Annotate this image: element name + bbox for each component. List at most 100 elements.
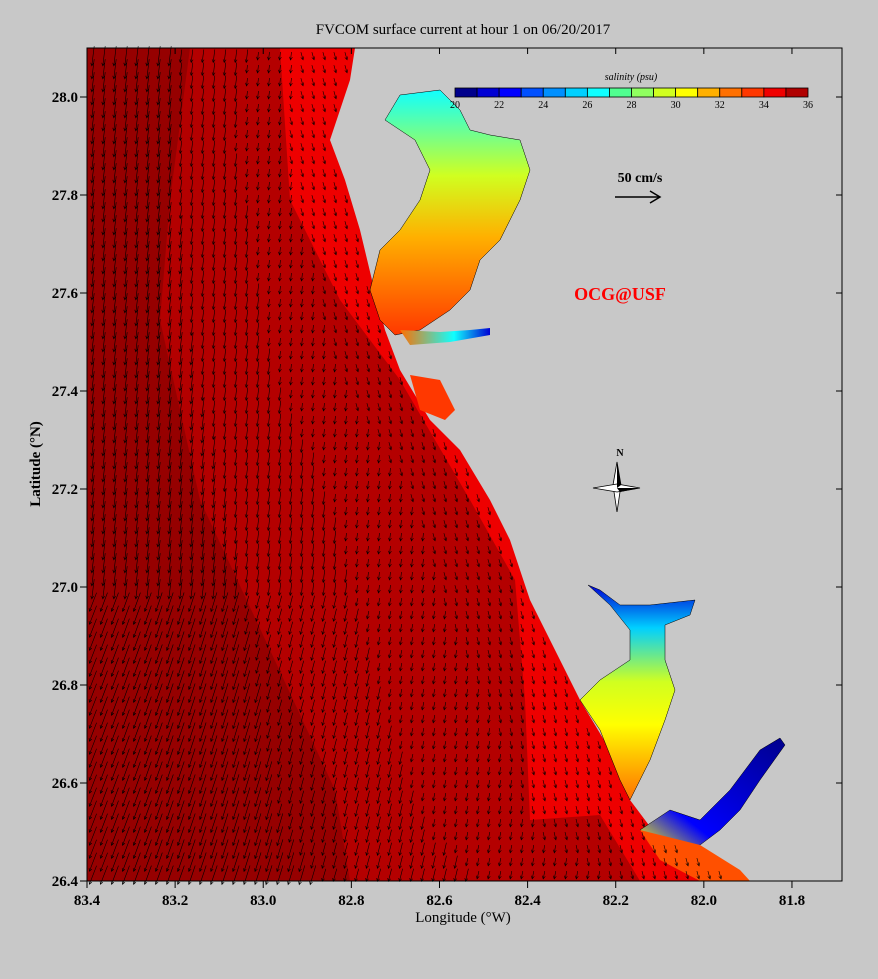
current-arrow (244, 361, 249, 376)
current-arrow (575, 715, 579, 724)
current-arrow (189, 397, 194, 418)
current-arrow (221, 839, 229, 860)
current-arrow (432, 728, 436, 737)
current-arrow (245, 142, 249, 152)
current-arrow (332, 738, 337, 752)
current-arrow (498, 715, 502, 724)
current-arrow (245, 77, 249, 87)
current-arrow (421, 532, 425, 542)
current-arrow (232, 748, 240, 769)
current-arrow (288, 647, 293, 661)
current-arrow (145, 540, 150, 561)
current-arrow (399, 480, 403, 490)
current-arrow (244, 257, 249, 272)
current-arrow (476, 650, 480, 659)
current-arrow (189, 475, 194, 496)
colorbar-bin (631, 87, 654, 98)
current-arrow (311, 363, 315, 373)
current-arrow (244, 218, 249, 233)
current-arrow (90, 410, 95, 431)
current-arrow (509, 780, 513, 789)
current-arrow (299, 530, 304, 545)
current-arrow (376, 803, 381, 817)
current-arrow (145, 228, 150, 249)
current-arrow (132, 605, 141, 626)
current-arrow (277, 803, 283, 817)
current-arrow (178, 267, 183, 288)
current-arrow (332, 556, 337, 571)
current-arrow (167, 85, 172, 106)
current-arrow (332, 855, 337, 869)
current-arrow (244, 387, 249, 402)
current-arrow (465, 507, 469, 516)
current-arrow (134, 436, 139, 457)
current-arrow (575, 806, 579, 815)
x-tick-label: 81.8 (779, 893, 805, 909)
current-arrow (90, 423, 95, 444)
current-arrow (465, 754, 469, 763)
current-arrow (322, 337, 326, 347)
current-arrow (166, 644, 174, 665)
current-arrow (211, 361, 216, 376)
current-arrow (178, 332, 183, 353)
current-arrow (399, 545, 403, 555)
current-arrow (200, 153, 205, 168)
current-arrow (421, 637, 425, 646)
current-arrow (344, 338, 348, 347)
current-arrow (520, 845, 524, 854)
current-arrow (322, 363, 326, 373)
current-arrow (332, 608, 337, 622)
current-arrow (222, 88, 227, 103)
current-arrow (112, 59, 117, 80)
current-arrow (388, 403, 392, 412)
current-arrow (476, 793, 480, 802)
current-arrow (289, 350, 293, 360)
current-arrow (355, 441, 359, 451)
current-arrow (531, 741, 535, 750)
current-arrow (421, 650, 425, 659)
current-arrow (300, 337, 304, 347)
current-arrow (410, 545, 414, 555)
current-arrow (343, 803, 348, 817)
current-arrow (99, 813, 108, 834)
current-arrow (498, 702, 502, 711)
current-arrow (188, 592, 196, 613)
current-arrow (376, 816, 381, 830)
current-arrow (454, 637, 458, 646)
current-arrow (322, 324, 326, 334)
current-arrow (354, 790, 359, 804)
current-arrow (221, 709, 229, 730)
current-arrow (233, 426, 238, 441)
current-arrow (696, 871, 700, 880)
current-arrow (222, 283, 227, 298)
current-arrow (321, 738, 326, 752)
current-arrow (134, 514, 139, 535)
current-arrow (155, 722, 163, 743)
current-arrow (388, 689, 392, 698)
current-arrow (266, 725, 272, 739)
current-arrow (101, 345, 106, 366)
current-arrow (177, 826, 185, 847)
current-arrow (244, 348, 249, 363)
current-arrow (376, 790, 381, 804)
current-arrow (132, 683, 141, 704)
current-arrow (300, 104, 304, 113)
current-arrow (189, 296, 194, 311)
current-arrow (311, 247, 315, 256)
current-arrow (200, 540, 205, 561)
current-arrow (276, 826, 284, 847)
current-arrow (233, 270, 238, 285)
current-arrow (509, 598, 513, 607)
current-arrow (487, 572, 491, 581)
current-arrow (553, 741, 557, 750)
current-arrow (178, 114, 183, 129)
current-arrow (121, 592, 130, 613)
current-arrow (267, 77, 271, 87)
current-arrow (377, 532, 381, 542)
current-arrow (166, 670, 174, 691)
current-arrow (410, 442, 414, 451)
current-arrow (178, 306, 183, 327)
current-arrow (276, 839, 284, 860)
current-arrow (166, 618, 174, 639)
current-arrow (299, 712, 304, 726)
